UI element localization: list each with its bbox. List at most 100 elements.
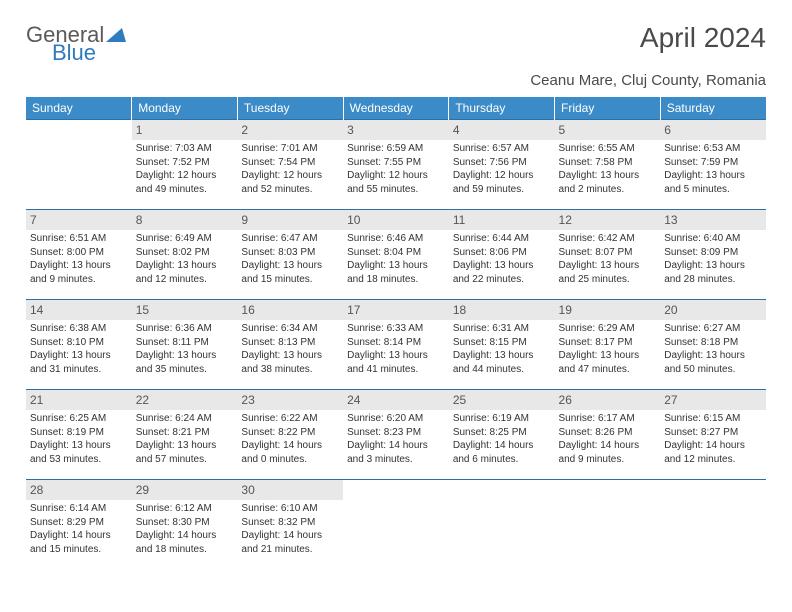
cell-daylight2: and 22 minutes. <box>453 273 551 287</box>
calendar-cell: 20Sunrise: 6:27 AMSunset: 8:18 PMDayligh… <box>660 300 766 390</box>
cell-sunrise: Sunrise: 6:57 AM <box>453 142 551 156</box>
calendar-cell: 10Sunrise: 6:46 AMSunset: 8:04 PMDayligh… <box>343 210 449 300</box>
cell-sunset: Sunset: 8:19 PM <box>30 426 128 440</box>
weekday-header: Friday <box>555 97 661 120</box>
cell-daylight1: Daylight: 14 hours <box>241 529 339 543</box>
cell-sunrise: Sunrise: 6:31 AM <box>453 322 551 336</box>
cell-daylight1: Daylight: 13 hours <box>559 259 657 273</box>
cell-daylight2: and 49 minutes. <box>136 183 234 197</box>
calendar-cell <box>660 480 766 570</box>
day-number: 13 <box>660 210 766 230</box>
cell-sunset: Sunset: 8:11 PM <box>136 336 234 350</box>
day-number: 29 <box>132 480 238 500</box>
calendar-cell: 27Sunrise: 6:15 AMSunset: 8:27 PMDayligh… <box>660 390 766 480</box>
cell-daylight2: and 12 minutes. <box>136 273 234 287</box>
cell-sunset: Sunset: 7:52 PM <box>136 156 234 170</box>
logo-triangle-icon <box>106 22 126 48</box>
cell-daylight1: Daylight: 14 hours <box>347 439 445 453</box>
day-number: 28 <box>26 480 132 500</box>
day-number: 11 <box>449 210 555 230</box>
cell-sunset: Sunset: 8:02 PM <box>136 246 234 260</box>
logo-text-blue: Blue <box>52 40 96 66</box>
calendar-cell: 7Sunrise: 6:51 AMSunset: 8:00 PMDaylight… <box>26 210 132 300</box>
cell-daylight1: Daylight: 13 hours <box>664 259 762 273</box>
cell-daylight2: and 15 minutes. <box>241 273 339 287</box>
cell-sunrise: Sunrise: 6:51 AM <box>30 232 128 246</box>
cell-sunrise: Sunrise: 6:29 AM <box>559 322 657 336</box>
cell-sunrise: Sunrise: 6:46 AM <box>347 232 445 246</box>
month-title: April 2024 <box>640 22 766 54</box>
cell-sunset: Sunset: 7:59 PM <box>664 156 762 170</box>
cell-sunset: Sunset: 8:07 PM <box>559 246 657 260</box>
calendar-cell: 6Sunrise: 6:53 AMSunset: 7:59 PMDaylight… <box>660 120 766 210</box>
cell-sunrise: Sunrise: 6:33 AM <box>347 322 445 336</box>
calendar-cell: 23Sunrise: 6:22 AMSunset: 8:22 PMDayligh… <box>237 390 343 480</box>
cell-daylight1: Daylight: 12 hours <box>453 169 551 183</box>
weekday-header: Monday <box>132 97 238 120</box>
cell-sunset: Sunset: 7:54 PM <box>241 156 339 170</box>
cell-daylight2: and 53 minutes. <box>30 453 128 467</box>
cell-sunset: Sunset: 8:30 PM <box>136 516 234 530</box>
cell-daylight2: and 28 minutes. <box>664 273 762 287</box>
cell-sunset: Sunset: 7:55 PM <box>347 156 445 170</box>
cell-sunrise: Sunrise: 6:47 AM <box>241 232 339 246</box>
cell-sunset: Sunset: 8:09 PM <box>664 246 762 260</box>
cell-daylight1: Daylight: 14 hours <box>559 439 657 453</box>
calendar-cell: 2Sunrise: 7:01 AMSunset: 7:54 PMDaylight… <box>237 120 343 210</box>
day-number: 10 <box>343 210 449 230</box>
cell-daylight1: Daylight: 13 hours <box>453 259 551 273</box>
day-number: 18 <box>449 300 555 320</box>
cell-daylight2: and 38 minutes. <box>241 363 339 377</box>
cell-daylight1: Daylight: 14 hours <box>453 439 551 453</box>
cell-daylight2: and 0 minutes. <box>241 453 339 467</box>
cell-daylight2: and 35 minutes. <box>136 363 234 377</box>
cell-daylight1: Daylight: 14 hours <box>136 529 234 543</box>
calendar-cell <box>449 480 555 570</box>
cell-sunset: Sunset: 8:26 PM <box>559 426 657 440</box>
calendar-table: SundayMondayTuesdayWednesdayThursdayFrid… <box>26 97 766 570</box>
cell-sunrise: Sunrise: 6:24 AM <box>136 412 234 426</box>
cell-sunset: Sunset: 8:18 PM <box>664 336 762 350</box>
cell-sunrise: Sunrise: 6:40 AM <box>664 232 762 246</box>
cell-sunset: Sunset: 7:58 PM <box>559 156 657 170</box>
cell-daylight1: Daylight: 13 hours <box>241 259 339 273</box>
calendar-row: 28Sunrise: 6:14 AMSunset: 8:29 PMDayligh… <box>26 480 766 570</box>
calendar-cell: 28Sunrise: 6:14 AMSunset: 8:29 PMDayligh… <box>26 480 132 570</box>
cell-sunrise: Sunrise: 6:44 AM <box>453 232 551 246</box>
location: Ceanu Mare, Cluj County, Romania <box>26 72 766 89</box>
cell-sunset: Sunset: 8:29 PM <box>30 516 128 530</box>
day-number: 24 <box>343 390 449 410</box>
cell-sunset: Sunset: 8:03 PM <box>241 246 339 260</box>
calendar-cell: 3Sunrise: 6:59 AMSunset: 7:55 PMDaylight… <box>343 120 449 210</box>
calendar-cell: 14Sunrise: 6:38 AMSunset: 8:10 PMDayligh… <box>26 300 132 390</box>
day-number: 30 <box>237 480 343 500</box>
calendar-cell: 11Sunrise: 6:44 AMSunset: 8:06 PMDayligh… <box>449 210 555 300</box>
calendar-cell: 24Sunrise: 6:20 AMSunset: 8:23 PMDayligh… <box>343 390 449 480</box>
cell-daylight1: Daylight: 13 hours <box>136 439 234 453</box>
cell-daylight1: Daylight: 13 hours <box>241 349 339 363</box>
cell-sunrise: Sunrise: 7:01 AM <box>241 142 339 156</box>
cell-daylight2: and 57 minutes. <box>136 453 234 467</box>
calendar-cell <box>343 480 449 570</box>
cell-daylight2: and 9 minutes. <box>30 273 128 287</box>
weekday-header: Tuesday <box>237 97 343 120</box>
cell-sunrise: Sunrise: 6:15 AM <box>664 412 762 426</box>
cell-daylight2: and 52 minutes. <box>241 183 339 197</box>
cell-sunset: Sunset: 8:13 PM <box>241 336 339 350</box>
cell-daylight1: Daylight: 13 hours <box>136 349 234 363</box>
calendar-cell: 19Sunrise: 6:29 AMSunset: 8:17 PMDayligh… <box>555 300 661 390</box>
cell-sunset: Sunset: 8:21 PM <box>136 426 234 440</box>
cell-sunrise: Sunrise: 6:25 AM <box>30 412 128 426</box>
calendar-cell: 1Sunrise: 7:03 AMSunset: 7:52 PMDaylight… <box>132 120 238 210</box>
cell-sunrise: Sunrise: 6:38 AM <box>30 322 128 336</box>
weekday-header: Sunday <box>26 97 132 120</box>
calendar-cell: 8Sunrise: 6:49 AMSunset: 8:02 PMDaylight… <box>132 210 238 300</box>
cell-sunrise: Sunrise: 6:34 AM <box>241 322 339 336</box>
cell-daylight1: Daylight: 13 hours <box>559 349 657 363</box>
cell-daylight1: Daylight: 13 hours <box>664 169 762 183</box>
calendar-cell: 9Sunrise: 6:47 AMSunset: 8:03 PMDaylight… <box>237 210 343 300</box>
cell-daylight2: and 9 minutes. <box>559 453 657 467</box>
calendar-body: 1Sunrise: 7:03 AMSunset: 7:52 PMDaylight… <box>26 120 766 570</box>
cell-daylight1: Daylight: 14 hours <box>664 439 762 453</box>
cell-daylight2: and 2 minutes. <box>559 183 657 197</box>
